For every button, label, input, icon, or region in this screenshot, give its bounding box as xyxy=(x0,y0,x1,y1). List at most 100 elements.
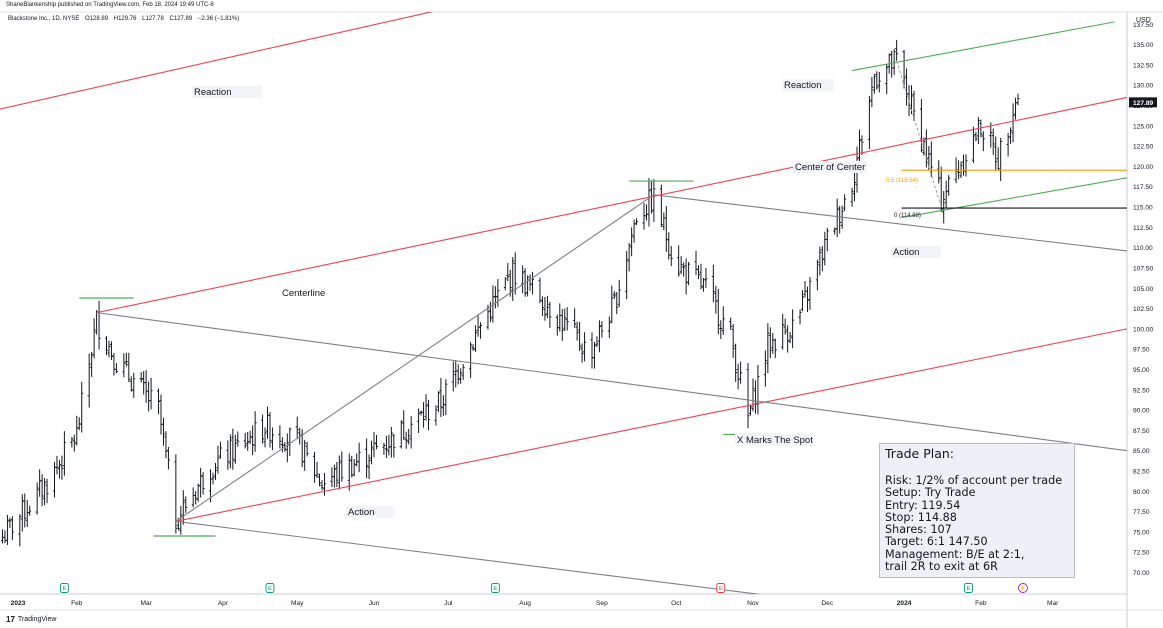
ohlc-bar xyxy=(684,258,688,295)
ohlc-bar xyxy=(642,203,646,230)
ohlc-bar xyxy=(43,478,47,506)
ohlc-bar xyxy=(434,405,438,426)
event-marker: E xyxy=(490,583,500,593)
event-marker-box xyxy=(716,583,726,593)
ohlc-bar xyxy=(805,286,809,312)
price-tick-label: 117.50 xyxy=(1133,184,1153,191)
price-tick-label: 115.00 xyxy=(1133,205,1153,212)
ohlc-bar xyxy=(1011,103,1015,143)
ohlc-bar xyxy=(981,131,985,152)
label-reaction-top: Reaction xyxy=(194,87,232,98)
ohlc-bar xyxy=(548,301,552,328)
label-action-right-bg xyxy=(891,246,941,258)
ohlc-bar xyxy=(531,271,535,295)
time-tick-label: Sep xyxy=(596,600,608,607)
ohlc-bar xyxy=(0,529,4,544)
ohlc-bar xyxy=(526,275,530,297)
ohlc-bar xyxy=(474,325,478,352)
ohlc-bar xyxy=(659,184,663,228)
ohlc-bar xyxy=(5,514,9,545)
ohlc-bar xyxy=(818,246,822,276)
ohlc-bar xyxy=(132,372,136,398)
ohlc-bar xyxy=(565,307,569,331)
ohlc-bar xyxy=(231,428,235,470)
ohlc-bar xyxy=(895,39,899,61)
ohlc-bar xyxy=(677,245,681,277)
ohlc-bar xyxy=(409,416,413,449)
ohlc-bar xyxy=(407,428,411,445)
ohlc-bar xyxy=(872,73,876,94)
ohlc-bar xyxy=(545,295,549,319)
time-tick-label: Feb xyxy=(71,600,83,607)
ohlc-bar xyxy=(511,257,515,301)
ohlc-bar xyxy=(109,341,113,360)
ohlc-bar xyxy=(122,353,126,378)
ohlc-bar xyxy=(253,411,257,452)
currency-label[interactable]: USD xyxy=(1136,17,1151,24)
time-tick-label: Dec xyxy=(821,600,833,607)
median-line-centerline xyxy=(96,96,1127,314)
ohlc-bar xyxy=(392,433,396,458)
ohlc-bar xyxy=(476,315,480,337)
label-reaction-right: Reaction xyxy=(784,80,822,91)
ohlc-bar xyxy=(875,71,879,90)
label-x-marks: X Marks The Spot xyxy=(737,435,813,446)
time-tick-label: May xyxy=(291,600,304,607)
ohlc-bar xyxy=(729,317,733,330)
price-tick-label: 102.50 xyxy=(1133,306,1154,313)
ohlc-bar xyxy=(399,420,403,449)
ohlc-bar xyxy=(999,137,1003,182)
ohlc-bar xyxy=(801,290,805,312)
trade-plan-line: Entry: 119.54 xyxy=(885,498,961,512)
ohlc-bar xyxy=(808,277,812,310)
price-tick-label: 135.00 xyxy=(1133,42,1154,49)
ohlc-bar xyxy=(184,496,188,513)
event-marker-label: ⚡ xyxy=(1019,584,1026,592)
ohlc-bar xyxy=(266,406,270,439)
ohlc-open: O128.89 xyxy=(85,16,109,22)
event-marker: E xyxy=(716,583,726,593)
ohlc-bar xyxy=(753,380,757,414)
ohlc-bar xyxy=(191,487,195,508)
label-fib-0: 0 (114.88) xyxy=(894,213,921,219)
trade-plan-note[interactable]: Trade Plan: Risk: 1/2% of account per tr… xyxy=(879,443,1075,578)
ohlc-bar xyxy=(161,417,165,446)
event-marker: E xyxy=(964,583,973,593)
ohlc-bar xyxy=(226,440,230,470)
price-tick-label: 120.00 xyxy=(1133,164,1154,171)
ohlc-bar xyxy=(944,180,948,208)
ohlc-bar xyxy=(583,332,587,362)
ohlc-bar xyxy=(835,198,839,237)
ohlc-bar xyxy=(976,117,980,144)
ohlc-bar xyxy=(270,427,274,451)
ohlc-bar xyxy=(357,442,361,473)
ohlc-bar xyxy=(288,427,292,456)
ohlc-bar xyxy=(166,446,170,470)
event-marker: E xyxy=(59,583,69,593)
event-marker-label: E xyxy=(268,586,272,592)
ohlc-bar xyxy=(563,308,567,331)
trade-plan-line: Target: 6:1 147.50 xyxy=(885,535,988,549)
ohlc-bar xyxy=(815,259,819,291)
ohlc-bar xyxy=(164,431,168,459)
ohlc-bar xyxy=(699,263,703,290)
trade-plan-line: Management: B/E at 2:1, xyxy=(885,547,1025,561)
ohlc-bar xyxy=(38,469,42,497)
event-marker: E xyxy=(265,583,275,593)
ohlc-bar xyxy=(763,350,767,387)
label-fib-05: 0.5 (119.54) xyxy=(886,178,918,184)
ohlc-bar xyxy=(389,426,393,458)
ohlc-bar xyxy=(105,336,109,356)
ohlc-bar xyxy=(45,478,49,504)
ohlc-bar xyxy=(25,499,29,528)
symbol-name[interactable]: Blackstone Inc., 1D, NYSE xyxy=(8,16,80,22)
ohlc-bar xyxy=(243,432,247,449)
ohlc-bar xyxy=(318,473,322,487)
ohlc-bar xyxy=(471,344,475,351)
ohlc-bar xyxy=(248,430,252,444)
ohlc-bar xyxy=(989,122,993,148)
ohlc-bar xyxy=(627,243,631,272)
ohlc-bar xyxy=(592,341,596,369)
tradingview-brand[interactable]: 17 TradingView xyxy=(6,615,56,624)
